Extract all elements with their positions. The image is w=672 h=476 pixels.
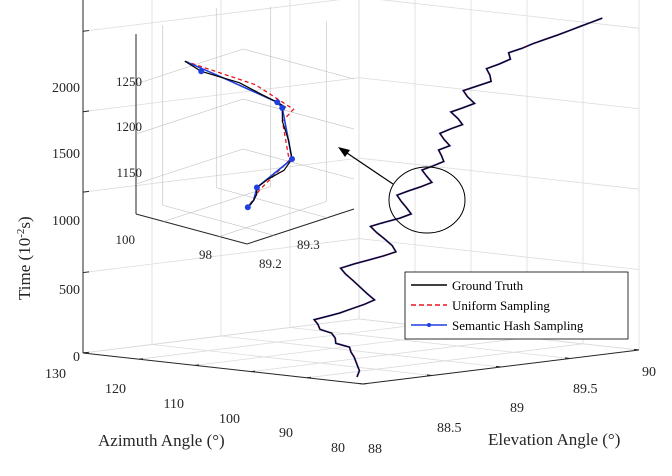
wall-grid-line [358, 157, 640, 190]
inset-z-tick-label: 1150 [116, 165, 142, 180]
floor-grid-line [220, 335, 502, 368]
z-axis-label-main: Time (10 [15, 238, 34, 300]
inset-z-tick-label: 1200 [116, 119, 142, 134]
x-tick-label: 120 [105, 382, 126, 397]
inset-grid-line [135, 148, 244, 185]
wall-grid-line [358, 238, 640, 270]
inset-grid-line [135, 98, 244, 135]
inset-grid-line [216, 187, 328, 219]
inset-grid-line [242, 98, 355, 130]
y-tick-label: 89 [510, 401, 524, 416]
wall-grid-line [380, 0, 640, 29]
inset-grid-line [163, 186, 271, 222]
inset-x-axis-line [135, 213, 248, 245]
legend-label-uniform: Uniform Sampling [452, 298, 550, 313]
y-tick-label: 88.5 [437, 421, 462, 436]
inset-line-ground-truth [184, 60, 293, 208]
y-tick-label: 88 [368, 442, 382, 457]
zoom-circle [388, 166, 466, 234]
x-tick-mark [82, 352, 88, 354]
y-tick-mark [633, 348, 640, 351]
wall-grid-line [82, 0, 341, 32]
y-axis-label: Elevation Angle (°) [488, 430, 620, 449]
x-tick-label: 100 [219, 412, 240, 427]
z-tick-label: 1500 [52, 147, 80, 162]
z-tick-label: 2000 [52, 81, 80, 96]
y-tick-mark [495, 365, 502, 368]
x-tick-mark [362, 383, 368, 385]
inset-line-semantic-hash-sampling [184, 60, 293, 208]
x-tick-mark [194, 364, 200, 366]
inset-marker-semantic-hash [244, 204, 251, 211]
inset-marker-semantic-hash [289, 156, 295, 162]
legend-box [404, 271, 629, 340]
z-axis-label-sup: -2 [15, 229, 27, 238]
inset-marker-semantic-hash [198, 68, 205, 75]
z-tick-mark [82, 271, 90, 274]
inset-grid-line [219, 201, 327, 237]
inset-grid-line [135, 48, 244, 85]
y-tick-mark [426, 374, 433, 376]
wall-grid-line [82, 318, 360, 354]
grid [82, 0, 640, 385]
legend-label-ground-truth: Ground Truth [452, 278, 524, 293]
inset-marker-semantic-hash [279, 105, 286, 111]
series-line-ground-truth [313, 17, 603, 378]
x-tick-mark [138, 358, 144, 360]
wall-grid-line [82, 157, 360, 193]
x-tick-label: 80 [331, 441, 345, 456]
inset-grid-line [242, 48, 355, 80]
wall-grid-line [358, 77, 640, 110]
z-axis-label: Time (10-2s) [15, 216, 34, 300]
z-tick-label: 0 [73, 350, 80, 365]
zoom-annotation [338, 147, 466, 234]
legend-marker-semantic [427, 323, 431, 327]
x-axis-line [82, 352, 364, 385]
inset-tick-labels: 1250 1200 1150 100 98 89.2 89.3 [116, 74, 320, 271]
floor-grid-line [289, 327, 571, 359]
series-layer [312, 17, 603, 378]
inset-x-tick-label: 98 [199, 247, 212, 262]
wall-grid-line [82, 77, 360, 113]
z-tick-label: 1000 [52, 214, 80, 229]
y-tick-mark [357, 382, 364, 385]
inset-y-axis-line [246, 208, 355, 245]
y-tick-mark [564, 357, 571, 359]
z-tick-mark [82, 190, 90, 193]
inset-y-tick-label: 89.3 [297, 237, 320, 252]
legend: Ground Truth Uniform Sampling Semantic H… [404, 271, 629, 340]
inset-grid-line [162, 204, 274, 236]
x-tick-label: 90 [279, 426, 293, 441]
inset-panel [135, 6, 355, 245]
x-tick-mark [306, 376, 312, 379]
z-tick-mark [82, 30, 90, 32]
inset-marker-semantic-hash [274, 99, 281, 106]
x-tick-label: 110 [164, 397, 184, 412]
y-tick-label: 89.5 [573, 382, 598, 397]
inset-marker-semantic-hash [253, 184, 260, 191]
z-tick-mark [82, 110, 90, 113]
x-tick-mark [250, 370, 256, 373]
inset-y-tick-label: 89.2 [259, 256, 282, 271]
wall-grid-line [82, 238, 360, 273]
inset-grid-line [242, 148, 355, 180]
zoom-arrowhead [338, 147, 350, 157]
floor-grid-line [151, 344, 433, 376]
z-axis-label-end: s) [15, 216, 34, 228]
legend-label-semantic: Semantic Hash Sampling [452, 318, 584, 333]
x-tick-label: 130 [45, 367, 66, 382]
z-tick-label: 500 [59, 283, 80, 298]
tick-labels: 2000 1500 1000 500 0 130 120 110 100 90 … [45, 81, 656, 457]
zoom-arrow [343, 150, 394, 185]
inset-x-tick-label: 100 [116, 232, 136, 247]
x-axis-label: Azimuth Angle (°) [98, 431, 225, 450]
inset-z-tick-label: 1250 [116, 74, 142, 89]
y-tick-label: 90 [642, 365, 656, 380]
